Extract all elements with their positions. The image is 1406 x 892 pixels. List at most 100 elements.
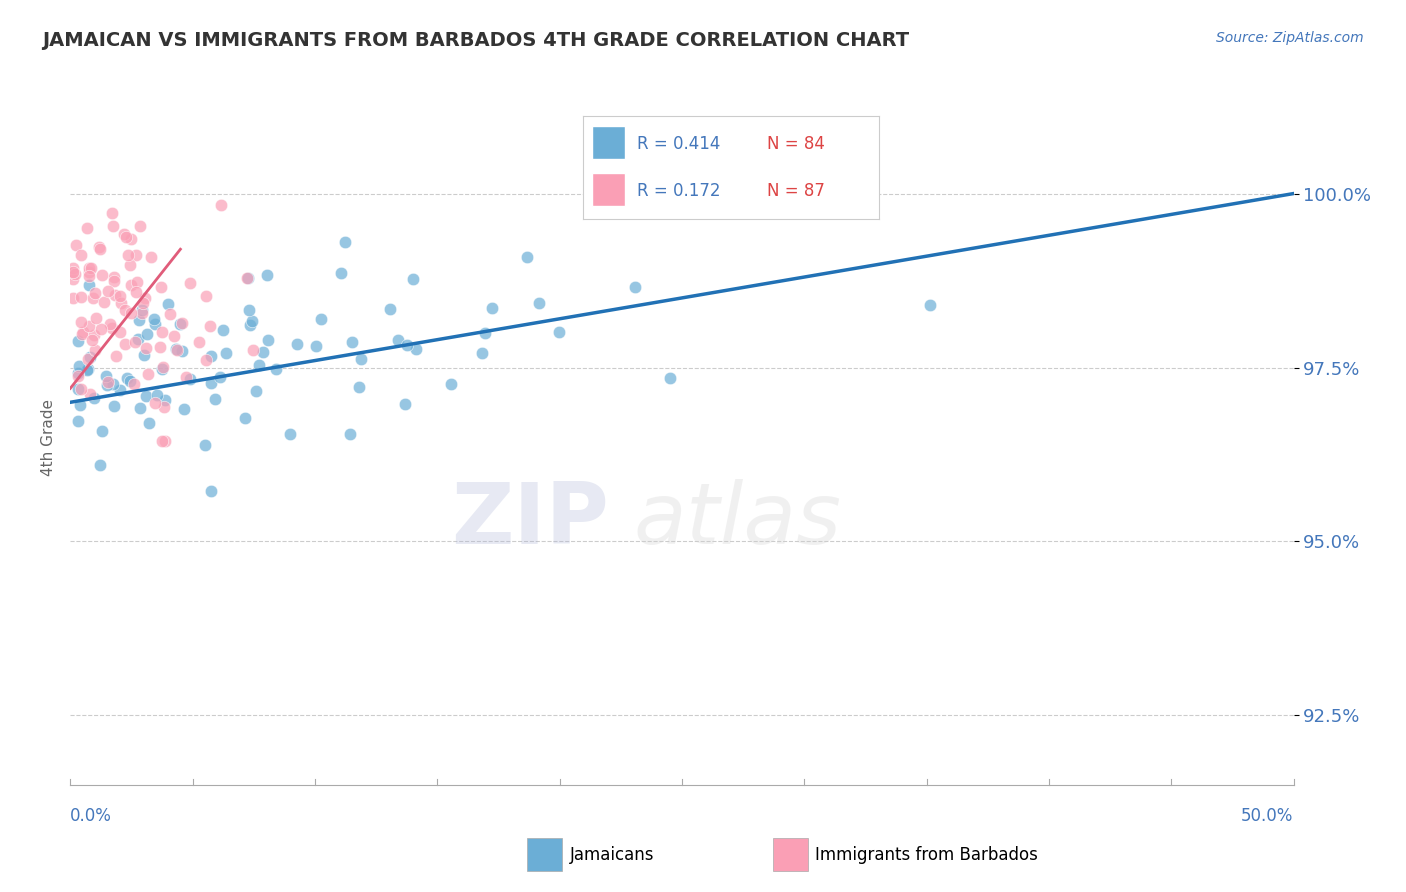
Point [96, 377, 118, 392]
Point [150, 434, 173, 448]
Point [146, 388, 169, 402]
Point [481, 301, 503, 315]
Point [76, 363, 98, 377]
Text: Immigrants from Barbados: Immigrants from Barbados [815, 846, 1039, 863]
Point [163, 329, 186, 343]
Text: ZIP: ZIP [451, 479, 609, 562]
Point [131, 302, 153, 317]
Point [72, 326, 94, 341]
Point [350, 352, 373, 367]
Point [200, 483, 222, 498]
Point [143, 317, 166, 331]
Text: R = 0.414: R = 0.414 [637, 135, 720, 153]
Point [153, 434, 176, 448]
Text: N = 87: N = 87 [766, 182, 824, 200]
Point [138, 416, 160, 430]
Point [115, 230, 138, 244]
Point [97, 376, 120, 390]
Point [242, 343, 264, 357]
Point [339, 426, 361, 441]
Point [132, 295, 155, 310]
Point [62, 260, 84, 275]
Point [62, 291, 84, 305]
Point [173, 402, 195, 417]
Point [79, 265, 101, 279]
Text: 50.0%: 50.0% [1241, 807, 1294, 825]
Point [309, 312, 332, 326]
Point [103, 377, 125, 392]
Point [179, 276, 201, 290]
Point [135, 341, 157, 355]
Point [394, 396, 416, 410]
Point [65, 237, 87, 252]
Text: JAMAICAN VS IMMIGRANTS FROM BARBADOS 4TH GRADE CORRELATION CHART: JAMAICAN VS IMMIGRANTS FROM BARBADOS 4TH… [42, 31, 910, 50]
Point [165, 342, 187, 356]
Point [198, 319, 221, 334]
Point [128, 219, 150, 234]
Point [204, 392, 226, 406]
Point [380, 301, 402, 316]
Point [97, 285, 120, 299]
Point [67, 359, 90, 374]
Point [474, 326, 496, 341]
Point [118, 258, 141, 272]
Point [252, 345, 274, 359]
Point [115, 371, 138, 385]
Point [214, 345, 236, 359]
Point [80, 333, 103, 347]
Point [200, 349, 222, 363]
Point [103, 399, 125, 413]
Point [67, 366, 90, 380]
Point [120, 278, 142, 293]
Point [624, 280, 647, 294]
Point [82, 291, 104, 305]
Point [112, 227, 135, 241]
Point [156, 297, 179, 311]
Text: 0.0%: 0.0% [70, 807, 112, 825]
Point [90, 322, 112, 336]
Point [347, 380, 370, 394]
Point [247, 358, 270, 372]
Point [70, 290, 93, 304]
Point [152, 359, 174, 374]
Point [66, 413, 89, 427]
Point [527, 296, 550, 310]
Point [278, 426, 301, 441]
Point [471, 346, 494, 360]
Point [100, 317, 122, 331]
Point [72, 326, 94, 340]
Point [128, 313, 150, 327]
Point [208, 370, 231, 384]
Point [135, 389, 157, 403]
Point [659, 371, 682, 385]
Point [79, 268, 101, 283]
Point [150, 325, 173, 339]
Point [114, 337, 136, 351]
Point [114, 303, 136, 318]
Point [396, 338, 419, 352]
Point [329, 266, 352, 280]
Point [548, 325, 571, 339]
Point [91, 268, 114, 282]
Point [117, 248, 139, 262]
Point [170, 344, 193, 359]
Point [77, 261, 100, 276]
Point [66, 334, 89, 348]
Point [918, 298, 941, 312]
Point [194, 438, 217, 452]
Point [402, 272, 425, 286]
Point [212, 323, 235, 337]
Point [145, 395, 167, 409]
Point [100, 321, 122, 335]
Point [83, 327, 105, 342]
Point [127, 333, 149, 347]
Point [83, 391, 105, 405]
Point [150, 362, 173, 376]
Point [166, 343, 188, 358]
Point [101, 219, 124, 233]
Point [66, 369, 89, 384]
Point [305, 339, 328, 353]
Point [335, 235, 357, 250]
Point [131, 306, 153, 320]
Point [129, 401, 152, 416]
